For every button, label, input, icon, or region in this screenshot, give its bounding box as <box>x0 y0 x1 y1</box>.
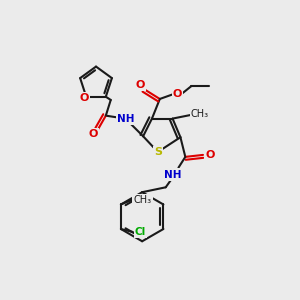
Text: O: O <box>80 93 89 103</box>
Text: CH₃: CH₃ <box>191 109 209 119</box>
Text: O: O <box>205 150 214 160</box>
Text: Cl: Cl <box>135 227 146 237</box>
Text: O: O <box>88 129 98 139</box>
Text: NH: NH <box>164 169 181 179</box>
Text: S: S <box>154 147 162 157</box>
Text: O: O <box>173 89 182 99</box>
Text: NH: NH <box>117 114 134 124</box>
Text: O: O <box>136 80 145 90</box>
Text: CH₃: CH₃ <box>134 195 152 205</box>
